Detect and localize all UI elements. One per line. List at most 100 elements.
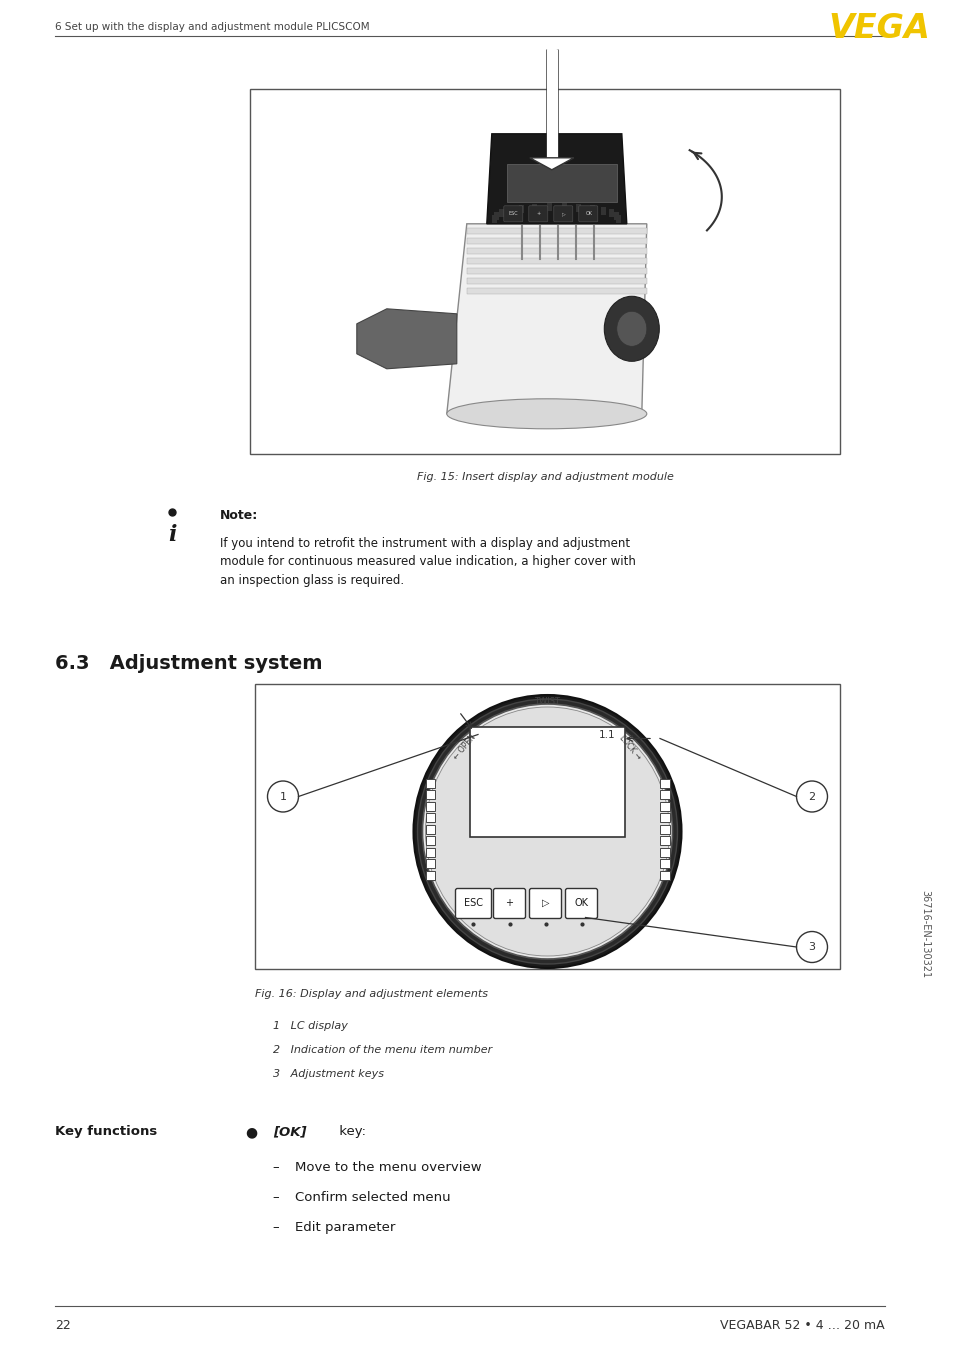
Bar	[466, 227, 646, 234]
Text: +: +	[537, 211, 540, 217]
Ellipse shape	[617, 311, 646, 347]
Text: 2: 2	[807, 792, 815, 802]
Bar	[546, 203, 551, 211]
Text: OK: OK	[585, 211, 592, 217]
Text: VEGA: VEGA	[827, 12, 929, 45]
Text: [OK]: [OK]	[273, 1125, 306, 1137]
Bar	[589, 204, 594, 213]
Polygon shape	[446, 223, 646, 414]
Ellipse shape	[446, 399, 646, 429]
Text: 6 Set up with the display and adjustment module PLICSCOM: 6 Set up with the display and adjustment…	[55, 22, 369, 32]
Bar	[425, 812, 435, 822]
Bar	[466, 268, 646, 274]
Bar	[614, 213, 618, 219]
Text: key:: key:	[335, 1125, 366, 1137]
Text: 3   Adjustment keys: 3 Adjustment keys	[273, 1070, 384, 1079]
Text: Edit parameter: Edit parameter	[294, 1221, 395, 1233]
Polygon shape	[486, 134, 626, 223]
Polygon shape	[356, 309, 456, 368]
FancyBboxPatch shape	[250, 89, 840, 454]
Bar	[466, 288, 646, 294]
Text: 6.3   Adjustment system: 6.3 Adjustment system	[55, 654, 322, 673]
Ellipse shape	[417, 699, 677, 964]
Bar	[425, 779, 435, 788]
Ellipse shape	[425, 707, 669, 956]
Bar	[492, 215, 497, 223]
Bar	[576, 203, 580, 211]
Text: 1.1: 1.1	[598, 731, 615, 741]
Text: ESC: ESC	[463, 898, 482, 907]
Bar	[425, 848, 435, 857]
Bar	[494, 213, 498, 219]
Text: ●: ●	[245, 1125, 257, 1139]
FancyBboxPatch shape	[578, 206, 598, 222]
Bar	[561, 203, 566, 211]
Polygon shape	[529, 158, 573, 169]
Text: 22: 22	[55, 1319, 71, 1332]
Text: 1   LC display: 1 LC display	[273, 1021, 348, 1030]
Text: Confirm selected menu: Confirm selected menu	[294, 1192, 450, 1204]
Text: 2   Indication of the menu item number: 2 Indication of the menu item number	[273, 1045, 492, 1055]
Text: i: i	[168, 524, 176, 546]
Text: –: –	[272, 1192, 278, 1204]
Bar	[609, 210, 614, 217]
Text: 1: 1	[279, 792, 286, 802]
Text: LOCK →: LOCK →	[617, 734, 642, 761]
Text: OK: OK	[574, 898, 588, 907]
Bar	[507, 207, 513, 215]
Ellipse shape	[422, 704, 672, 959]
FancyBboxPatch shape	[528, 206, 547, 222]
Bar	[532, 203, 537, 211]
Bar	[466, 238, 646, 244]
FancyBboxPatch shape	[493, 888, 525, 918]
Text: 36716-EN-130321: 36716-EN-130321	[919, 890, 929, 978]
Bar	[425, 835, 435, 845]
Bar	[518, 204, 523, 213]
FancyBboxPatch shape	[565, 888, 597, 918]
Bar	[498, 210, 504, 217]
Bar	[466, 278, 646, 284]
Text: Key functions: Key functions	[55, 1125, 157, 1137]
Bar	[466, 257, 646, 264]
Text: Fig. 16: Display and adjustment elements: Fig. 16: Display and adjustment elements	[254, 988, 488, 999]
Bar	[425, 789, 435, 799]
Bar	[616, 215, 620, 223]
Bar	[659, 871, 669, 880]
Bar	[600, 207, 605, 215]
Bar	[659, 802, 669, 811]
Bar	[659, 858, 669, 868]
Circle shape	[267, 781, 298, 812]
Bar	[659, 835, 669, 845]
FancyBboxPatch shape	[455, 888, 491, 918]
Text: Note:: Note:	[220, 509, 258, 523]
Circle shape	[796, 932, 826, 963]
Text: VEGABAR 52 • 4 … 20 mA: VEGABAR 52 • 4 … 20 mA	[720, 1319, 884, 1332]
Bar	[659, 789, 669, 799]
FancyBboxPatch shape	[503, 206, 522, 222]
Text: ESC: ESC	[509, 211, 518, 217]
Text: –: –	[272, 1221, 278, 1233]
Bar	[425, 802, 435, 811]
Bar	[659, 779, 669, 788]
Text: If you intend to retrofit the instrument with a display and adjustment
module fo: If you intend to retrofit the instrument…	[220, 538, 636, 588]
Ellipse shape	[603, 297, 659, 362]
Text: ▷: ▷	[561, 211, 565, 217]
Bar	[659, 812, 669, 822]
Text: EGA: EGA	[561, 169, 580, 179]
Text: Move to the menu overview: Move to the menu overview	[294, 1160, 481, 1174]
Text: 3: 3	[807, 942, 815, 952]
Text: ← OPEN: ← OPEN	[452, 733, 477, 762]
Bar	[470, 727, 624, 837]
Bar	[506, 164, 617, 202]
Text: Fig. 15: Insert display and adjustment module: Fig. 15: Insert display and adjustment m…	[416, 473, 673, 482]
Bar	[659, 825, 669, 834]
Bar	[659, 848, 669, 857]
Ellipse shape	[413, 695, 680, 968]
Text: +: +	[505, 898, 513, 907]
FancyBboxPatch shape	[554, 206, 572, 222]
Circle shape	[796, 781, 826, 812]
Bar	[466, 248, 646, 253]
Bar	[425, 871, 435, 880]
Bar	[425, 825, 435, 834]
FancyBboxPatch shape	[529, 888, 561, 918]
